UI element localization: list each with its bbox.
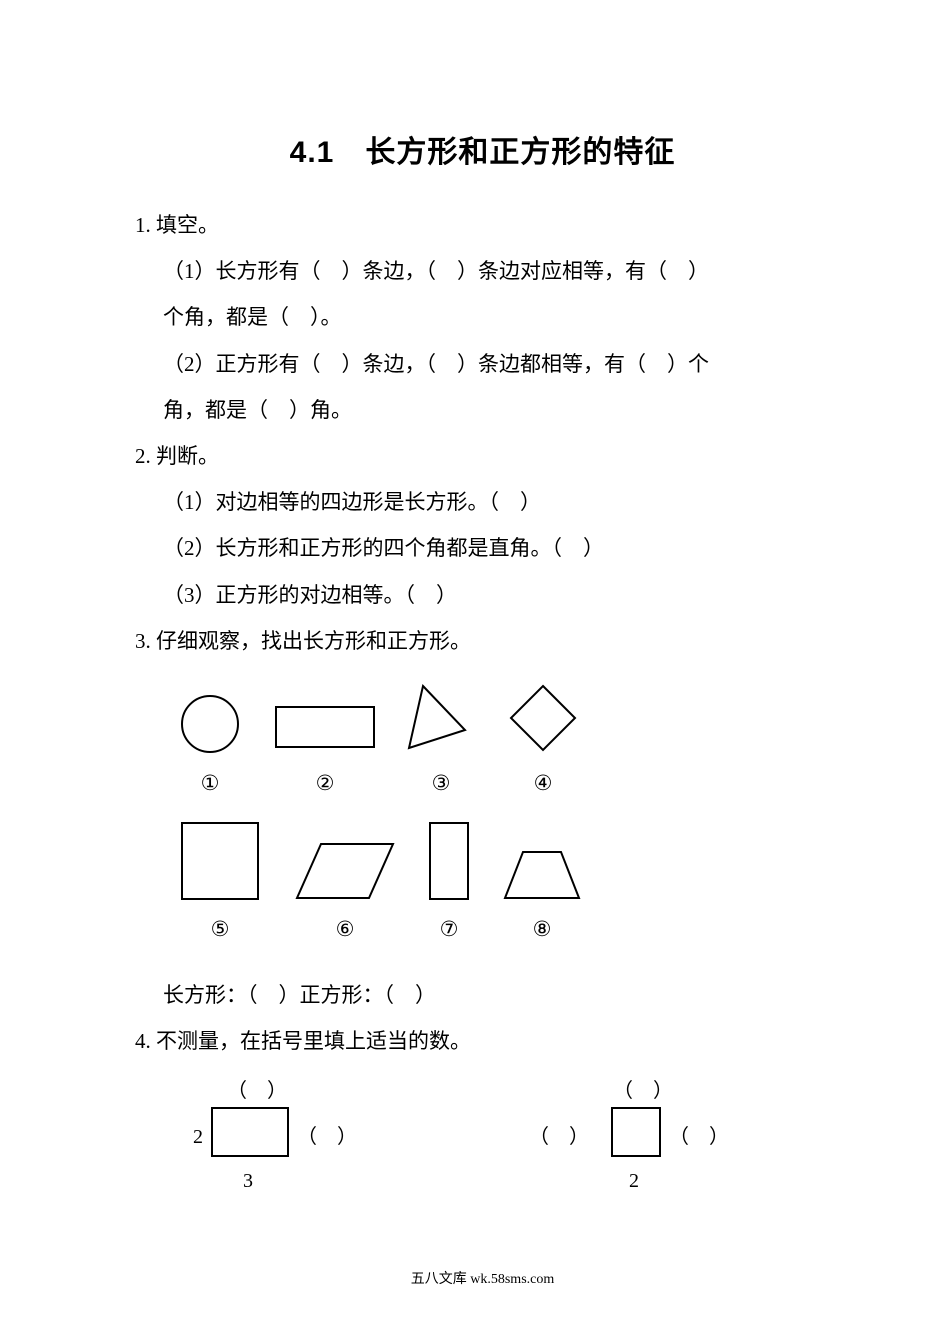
q4-fig2: （ ） （ ） （ ） 2 — [535, 1075, 755, 1205]
q4-fig2-rect — [611, 1107, 661, 1157]
shape-row-2 — [175, 826, 830, 900]
label-row-1: ① ② ③ ④ — [175, 760, 830, 806]
q4-fig2-right: （ ） — [669, 1115, 729, 1159]
q4-figures: （ ） 2 （ ） 3 （ ） （ ） （ ） 2 — [135, 1075, 830, 1205]
shape-label: ③ — [405, 760, 477, 806]
q4-head: 4. 不测量，在括号里填上适当的数。 — [135, 1018, 830, 1064]
q2-p1: （1）对边相等的四边形是长方形。（ ） — [135, 479, 830, 525]
q3-answer: 长方形：（ ）正方形：（ ） — [135, 972, 830, 1018]
shape-rect-wide — [275, 706, 375, 754]
q1-p1a: （1）长方形有（ ）条边，（ ）条边对应相等，有（ ） — [135, 248, 830, 294]
shape-rect-tall — [425, 822, 473, 900]
shape-circle — [175, 694, 245, 754]
shape-label: ① — [175, 760, 245, 806]
q1-p1b: 个角，都是（ ）。 — [135, 294, 830, 340]
shape-diamond — [507, 682, 579, 754]
shape-square — [175, 822, 265, 900]
q4-fig1-bottom: 3 — [243, 1159, 253, 1203]
shape-label: ⑧ — [503, 906, 581, 952]
q2-p2: （2）长方形和正方形的四个角都是直角。（ ） — [135, 525, 830, 571]
q4-fig1-left: 2 — [193, 1115, 203, 1159]
shape-label: ④ — [507, 760, 579, 806]
page-footer: 五八文库 wk.58sms.com — [135, 1265, 830, 1296]
q1-p2b: 角，都是（ ）角。 — [135, 387, 830, 433]
shape-trapezoid — [503, 850, 581, 900]
shape-label: ⑦ — [425, 906, 473, 952]
q2-head: 2. 判断。 — [135, 433, 830, 479]
shape-parallelogram — [295, 842, 395, 900]
q3-head: 3. 仔细观察，找出长方形和正方形。 — [135, 618, 830, 664]
q4-fig1-right: （ ） — [297, 1115, 357, 1159]
shape-label: ② — [275, 760, 375, 806]
shape-triangle — [405, 682, 477, 754]
shape-label: ⑥ — [295, 906, 395, 952]
q1-p2a: （2）正方形有（ ）条边，（ ）条边都相等，有（ ）个 — [135, 341, 830, 387]
q3-shapes: ① ② ③ ④ ⑤ ⑥ ⑦ ⑧ — [135, 680, 830, 952]
label-row-2: ⑤ ⑥ ⑦ ⑧ — [175, 906, 830, 952]
q2-p3: （3）正方形的对边相等。（ ） — [135, 572, 830, 618]
q4-fig2-left: （ ） — [529, 1115, 589, 1159]
q4-fig2-bottom: 2 — [629, 1159, 639, 1203]
q4-fig1-rect — [211, 1107, 289, 1157]
q1-head: 1. 填空。 — [135, 202, 830, 248]
q4-fig1: （ ） 2 （ ） 3 — [175, 1075, 395, 1205]
shape-label: ⑤ — [175, 906, 265, 952]
shape-row-1 — [175, 680, 830, 754]
page-title: 4.1 长方形和正方形的特征 — [135, 120, 830, 186]
